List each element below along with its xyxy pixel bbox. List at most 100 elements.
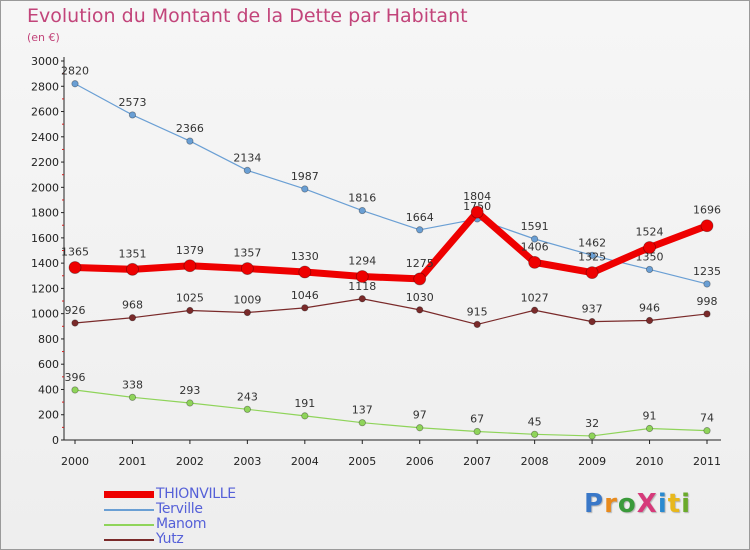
logo-letter: t [667, 489, 682, 519]
data-label-yutz: 1027 [521, 291, 549, 304]
logo-letter: X [636, 489, 658, 519]
data-point-yutz [243, 308, 251, 317]
data-point-manom [588, 432, 596, 440]
data-point-manom [531, 430, 539, 438]
data-point-manom [128, 393, 137, 401]
data-label-yutz: 946 [639, 301, 660, 314]
series-line-manom [74, 389, 708, 437]
data-label-terville: 1591 [521, 220, 549, 233]
data-label-yutz: 915 [467, 305, 488, 318]
data-label-terville: 2820 [61, 65, 89, 78]
data-point-thionville [183, 259, 197, 273]
legend-swatch-manom [104, 524, 154, 526]
data-label-manom: 243 [237, 390, 258, 403]
x-tick-label: 2010 [636, 455, 664, 468]
data-point-yutz [128, 314, 137, 322]
data-point-manom [186, 399, 194, 407]
logo-letter: o [617, 489, 637, 519]
x-tick-label: 2005 [348, 455, 376, 468]
data-point-thionville [470, 205, 484, 219]
data-point-terville [703, 280, 711, 288]
data-label-thionville: 1804 [463, 190, 491, 203]
data-point-yutz [588, 318, 596, 326]
y-tick-label: 0 [52, 434, 59, 447]
data-point-terville [186, 137, 194, 145]
data-point-thionville [413, 272, 427, 286]
data-label-manom: 97 [413, 409, 427, 422]
y-tick-label: 2000 [31, 181, 59, 194]
data-point-thionville [355, 270, 369, 283]
data-label-thionville: 1365 [61, 246, 89, 259]
data-label-manom: 137 [352, 404, 373, 417]
series-line-yutz [74, 298, 708, 326]
data-point-terville [645, 265, 654, 274]
series-line-thionville [74, 208, 709, 283]
logo-letter: i [681, 489, 692, 519]
data-label-yutz: 926 [65, 304, 86, 317]
data-label-manom: 338 [122, 378, 143, 391]
legend-label-manom: Manom [156, 516, 207, 532]
x-tick-label: 2008 [521, 455, 549, 468]
legend-label-yutz: Yutz [156, 531, 184, 547]
x-tick-label: 2002 [176, 455, 204, 468]
data-label-yutz: 1046 [291, 289, 319, 302]
y-tick-label: 400 [38, 383, 59, 396]
y-tick-label: 1200 [31, 282, 59, 295]
data-label-thionville: 1351 [118, 247, 146, 260]
data-label-thionville: 1357 [233, 247, 261, 260]
data-point-manom [416, 424, 424, 432]
legend-swatch-terville [104, 509, 154, 511]
legend-label-thionville: THIONVILLE [156, 486, 236, 502]
data-point-thionville [528, 255, 542, 269]
x-tick-label: 2004 [291, 455, 319, 468]
x-tick-label: 2006 [406, 455, 434, 468]
y-tick-label: 2800 [31, 80, 59, 93]
data-label-manom: 191 [294, 397, 315, 410]
data-label-manom: 74 [700, 412, 714, 425]
chart-title: Evolution du Montant de la Dette par Hab… [27, 5, 468, 27]
data-point-yutz [645, 316, 654, 325]
data-label-manom: 396 [65, 371, 86, 384]
data-label-manom: 67 [470, 413, 484, 426]
data-label-thionville: 1275 [406, 257, 434, 270]
data-label-thionville: 1379 [176, 244, 204, 257]
logo-letter: i [657, 489, 668, 519]
data-point-yutz [416, 306, 424, 314]
data-label-yutz: 1118 [348, 280, 376, 293]
data-point-terville [71, 80, 79, 88]
y-tick-label: 800 [38, 333, 59, 346]
data-point-thionville [298, 265, 312, 279]
data-point-thionville [700, 219, 714, 233]
data-point-terville [416, 226, 424, 234]
data-point-terville [128, 111, 137, 119]
y-tick-label: 2600 [31, 106, 59, 119]
logo-letter: P [584, 489, 605, 519]
data-point-thionville [240, 262, 254, 275]
x-tick-label: 2003 [233, 455, 261, 468]
legend-label-terville: Terville [156, 501, 203, 517]
data-point-terville [243, 166, 251, 175]
data-point-yutz [301, 304, 309, 312]
data-point-yutz [473, 320, 481, 329]
legend-swatch-yutz [104, 539, 154, 541]
logo-letter: r [604, 489, 618, 519]
data-point-yutz [531, 306, 539, 314]
y-tick-label: 3000 [31, 55, 59, 68]
x-tick-label: 2009 [578, 455, 606, 468]
data-point-manom [645, 424, 654, 433]
data-point-manom [703, 427, 711, 435]
data-label-terville: 1235 [693, 265, 721, 278]
data-point-thionville [585, 266, 599, 280]
y-tick-label: 1800 [31, 207, 59, 220]
data-point-manom [301, 412, 309, 420]
chart-unit-label: (en €) [27, 31, 60, 44]
y-tick-label: 200 [38, 409, 59, 422]
y-tick-label: 1400 [31, 257, 59, 270]
data-point-terville [531, 235, 539, 243]
x-tick-label: 2011 [693, 455, 721, 468]
data-point-yutz [358, 295, 366, 303]
data-label-thionville: 1325 [578, 251, 606, 264]
data-label-thionville: 1330 [291, 250, 319, 263]
data-label-thionville: 1696 [693, 204, 721, 217]
